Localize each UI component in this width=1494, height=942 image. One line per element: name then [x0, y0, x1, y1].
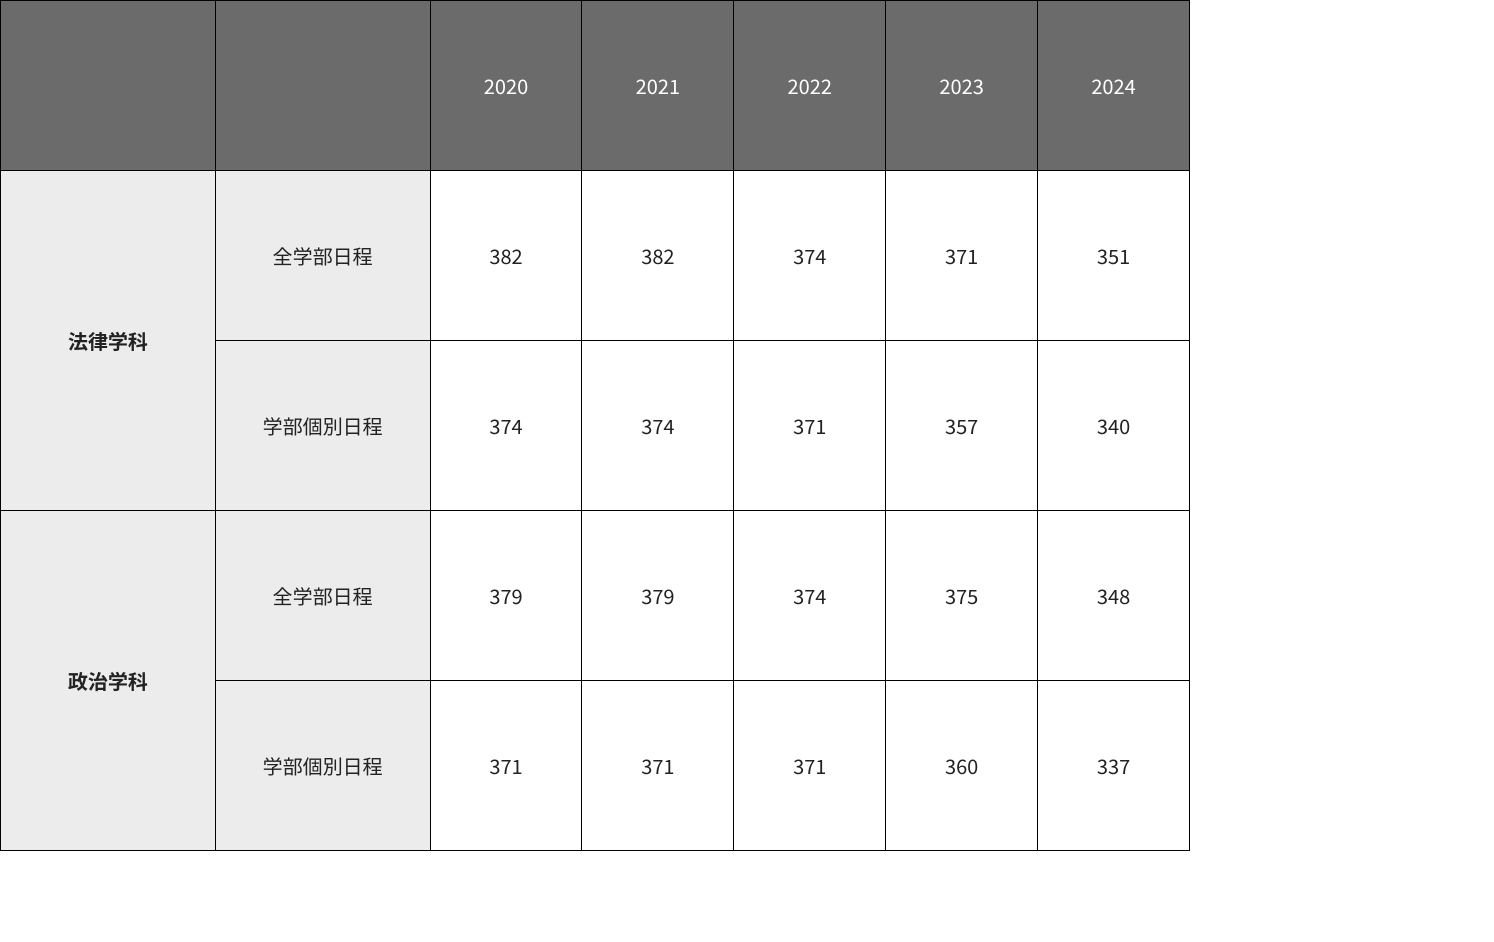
data-cell: 371: [430, 681, 582, 851]
data-cell: 379: [430, 511, 582, 681]
data-cell: 374: [582, 341, 734, 511]
category-cell: 法律学科: [1, 171, 216, 511]
data-cell: 360: [886, 681, 1038, 851]
data-cell: 351: [1038, 171, 1190, 341]
header-blank-2: [215, 1, 430, 171]
subcategory-cell: 全学部日程: [215, 511, 430, 681]
data-cell: 337: [1038, 681, 1190, 851]
category-cell: 政治学科: [1, 511, 216, 851]
header-year: 2024: [1038, 1, 1190, 171]
score-table: 2020 2021 2022 2023 2024 法律学科 全学部日程 382 …: [0, 0, 1190, 851]
table-row: 法律学科 全学部日程 382 382 374 371 351: [1, 171, 1190, 341]
data-cell: 379: [582, 511, 734, 681]
header-blank-1: [1, 1, 216, 171]
table-header-row: 2020 2021 2022 2023 2024: [1, 1, 1190, 171]
data-cell: 371: [886, 171, 1038, 341]
header-year: 2020: [430, 1, 582, 171]
data-cell: 374: [734, 511, 886, 681]
data-cell: 382: [430, 171, 582, 341]
data-cell: 340: [1038, 341, 1190, 511]
data-cell: 371: [582, 681, 734, 851]
header-year: 2023: [886, 1, 1038, 171]
subcategory-cell: 学部個別日程: [215, 681, 430, 851]
data-cell: 374: [430, 341, 582, 511]
header-year: 2022: [734, 1, 886, 171]
header-year: 2021: [582, 1, 734, 171]
subcategory-cell: 学部個別日程: [215, 341, 430, 511]
subcategory-cell: 全学部日程: [215, 171, 430, 341]
data-cell: 371: [734, 341, 886, 511]
table-row: 政治学科 全学部日程 379 379 374 375 348: [1, 511, 1190, 681]
data-cell: 357: [886, 341, 1038, 511]
data-cell: 375: [886, 511, 1038, 681]
data-cell: 348: [1038, 511, 1190, 681]
data-cell: 374: [734, 171, 886, 341]
data-cell: 371: [734, 681, 886, 851]
data-cell: 382: [582, 171, 734, 341]
